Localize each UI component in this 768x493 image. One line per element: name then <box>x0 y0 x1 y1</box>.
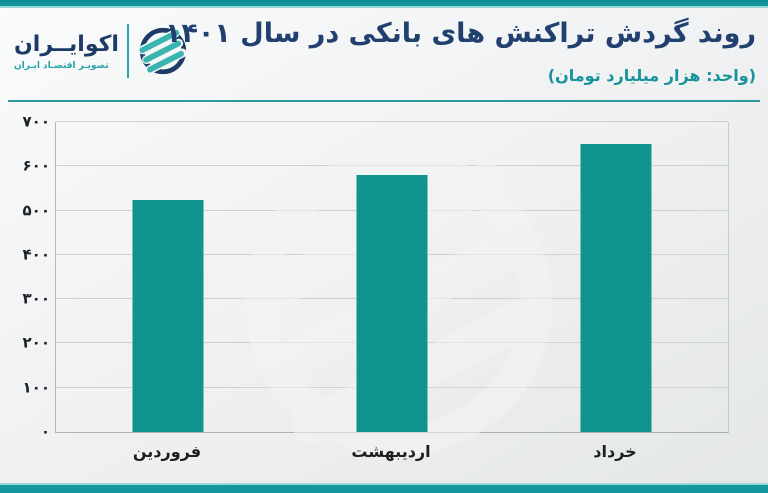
bar-chart: ۰ ۱۰۰ ۲۰۰ ۳۰۰ ۴۰۰ ۵۰۰ ۶۰۰ ۷۰۰ فروردین اردیبهشت خر… <box>0 102 768 483</box>
header-divider <box>8 100 760 102</box>
y-axis-tick-label: ۱۰۰ <box>22 378 50 397</box>
y-axis-tick-label: ۳۰۰ <box>22 289 50 308</box>
y-axis-tick-label: ۴۰۰ <box>22 245 50 264</box>
y-axis: ۰ ۱۰۰ ۲۰۰ ۳۰۰ ۴۰۰ ۵۰۰ ۶۰۰ ۷۰۰ <box>0 114 50 439</box>
header: اکوایــران تصویـر اقتصـاد ایـران روند گر… <box>0 8 768 100</box>
bar-2 <box>356 175 428 432</box>
y-axis-tick-label: ۵۰۰ <box>22 201 50 220</box>
y-axis-tick-label: ۰ <box>40 422 50 441</box>
x-axis-label: اردیبهشت <box>351 442 431 461</box>
chart-unit-label: (واحد: هزار میلیارد تومان) <box>547 66 756 85</box>
y-axis-tick-label: ۷۰۰ <box>22 112 50 131</box>
logo-divider <box>126 24 129 78</box>
ecoiran-logo-icon <box>138 27 187 75</box>
plot-area <box>55 121 729 457</box>
brand-tagline: تصویـر اقتصـاد ایـران <box>14 60 109 71</box>
chart-title: روند گردش تراکنش های بانکی در سال ۱۴۰۱ <box>164 18 756 49</box>
top-accent-bar <box>0 0 768 8</box>
title-block: روند گردش تراکنش های بانکی در سال ۱۴۰۱ (… <box>165 16 756 85</box>
x-axis: فروردین اردیبهشت خرداد <box>55 442 727 472</box>
brand-name: اکوایــران <box>14 31 119 57</box>
x-axis-label: خرداد <box>593 442 637 461</box>
y-axis-tick-label: ۲۰۰ <box>22 333 50 352</box>
y-axis-tick-label: ۶۰۰ <box>22 156 50 175</box>
footer-accent-bar <box>0 483 768 493</box>
bar-3 <box>580 144 652 432</box>
gridline <box>56 121 728 122</box>
brand-text-block: اکوایــران تصویـر اقتصـاد ایـران <box>14 32 119 71</box>
bar-1 <box>132 199 204 432</box>
brand-logo: اکوایــران تصویـر اقتصـاد ایـران <box>14 24 189 78</box>
x-axis-label: فروردین <box>132 442 202 461</box>
